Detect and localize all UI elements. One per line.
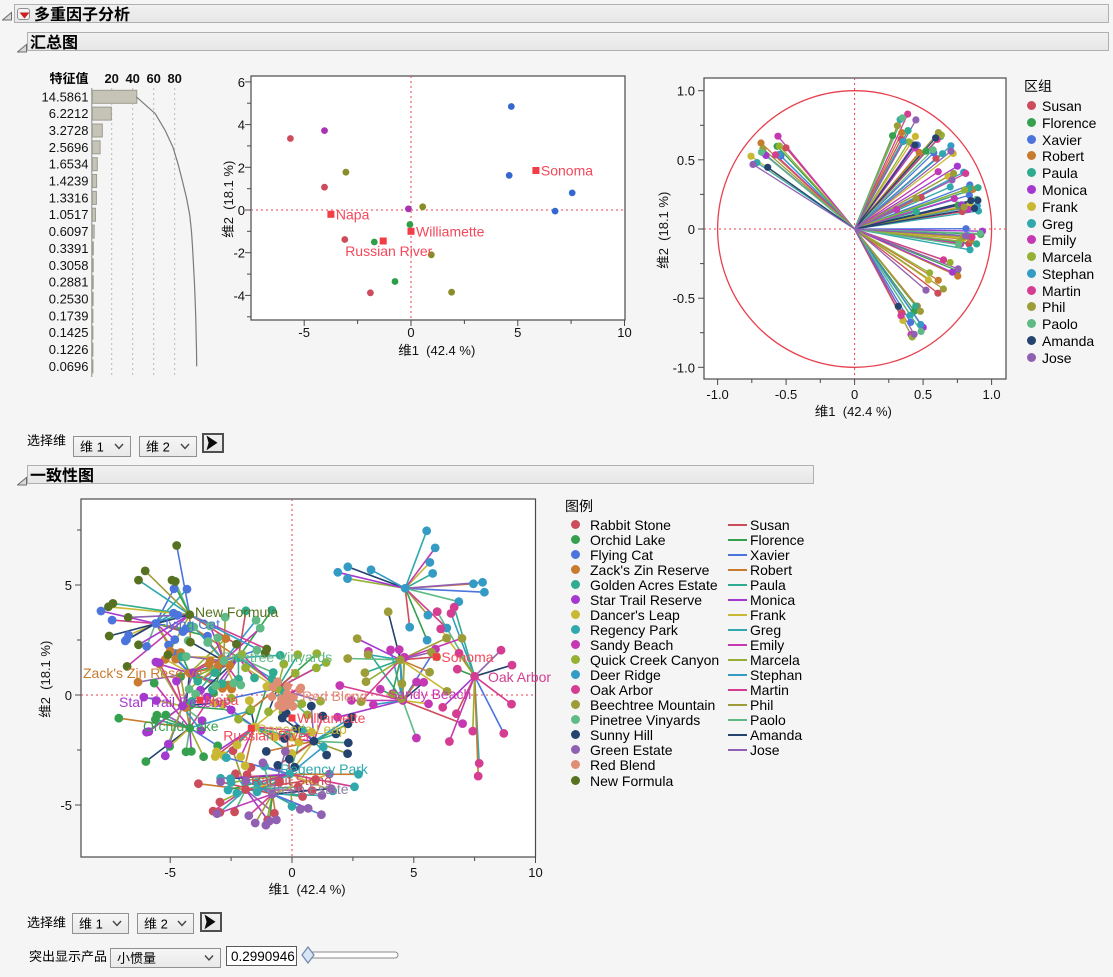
svg-text:Napa: Napa: [205, 692, 239, 708]
svg-text:Sandy Beach: Sandy Beach: [388, 686, 471, 702]
svg-text:0.1425: 0.1425: [49, 325, 89, 340]
svg-text:-0.5: -0.5: [673, 291, 695, 306]
svg-text:0.5: 0.5: [914, 387, 932, 402]
svg-text:0.5: 0.5: [677, 153, 695, 168]
svg-text:1 (42.4 %): 1 (42.4 %): [412, 343, 476, 358]
svg-text:Napa: Napa: [336, 206, 370, 222]
svg-text:-5: -5: [60, 798, 72, 813]
svg-text:0.3391: 0.3391: [49, 241, 89, 256]
svg-text:0.2530: 0.2530: [49, 292, 89, 307]
svg-text:Oak Arbor: Oak Arbor: [488, 669, 551, 685]
svg-text:Russian River: Russian River: [223, 727, 310, 743]
svg-text:-5: -5: [298, 325, 310, 340]
svg-text:Pinetree Vinyards: Pinetree Vinyards: [222, 649, 332, 665]
svg-text:10: 10: [617, 325, 631, 340]
svg-text:1.6534: 1.6534: [49, 157, 89, 172]
svg-text:0.1226: 0.1226: [49, 342, 89, 357]
svg-text:5: 5: [514, 325, 521, 340]
svg-text:2 (18.1 %): 2 (18.1 %): [221, 161, 236, 225]
svg-text:0.1739: 0.1739: [49, 308, 89, 323]
svg-text:Williamette: Williamette: [416, 223, 485, 239]
svg-text:0.2881: 0.2881: [49, 275, 89, 290]
svg-text:New Formula: New Formula: [195, 604, 278, 620]
svg-text:Flying Cat: Flying Cat: [157, 616, 220, 632]
svg-text:6: 6: [238, 75, 245, 90]
svg-text:2 (18.1 %): 2 (18.1 %): [656, 192, 671, 256]
svg-text:2: 2: [157, 916, 168, 931]
svg-text:-4: -4: [233, 288, 245, 303]
svg-text:Sonoma: Sonoma: [441, 649, 493, 665]
svg-text:Sonoma: Sonoma: [541, 163, 593, 179]
svg-text:-0.5: -0.5: [775, 387, 797, 402]
svg-text:-2: -2: [233, 246, 245, 261]
svg-text:14.5861: 14.5861: [42, 89, 89, 104]
svg-text:Red Blend: Red Blend: [302, 688, 367, 704]
svg-text:Regency Park: Regency Park: [280, 761, 369, 777]
svg-text:10: 10: [528, 865, 542, 880]
svg-text:0.6097: 0.6097: [49, 224, 89, 239]
svg-text:5: 5: [410, 865, 417, 880]
svg-text:0.0696: 0.0696: [49, 359, 89, 374]
svg-text:80: 80: [167, 71, 181, 86]
svg-text:0: 0: [407, 325, 414, 340]
svg-text:Orchid Lake: Orchid Lake: [143, 718, 219, 734]
svg-text:Russian River: Russian River: [345, 243, 432, 259]
svg-text:2: 2: [238, 160, 245, 175]
svg-text:Rabbit Stone: Rabbit Stone: [251, 772, 332, 788]
svg-text:5: 5: [65, 578, 72, 593]
svg-text:0: 0: [688, 222, 695, 237]
svg-text:-5: -5: [164, 865, 176, 880]
svg-text:0: 0: [851, 387, 858, 402]
svg-text:2 (18.1 %): 2 (18.1 %): [38, 641, 53, 705]
svg-text:1.0: 1.0: [983, 387, 1001, 402]
svg-text:0: 0: [288, 865, 295, 880]
svg-text:1 (42.4 %): 1 (42.4 %): [828, 404, 892, 419]
svg-text:0: 0: [65, 688, 72, 703]
svg-text:60: 60: [146, 71, 160, 86]
svg-text:3.2728: 3.2728: [49, 123, 89, 138]
svg-text:Green Estate: Green Estate: [266, 781, 349, 797]
svg-text:-1.0: -1.0: [673, 360, 695, 375]
svg-text:2: 2: [159, 439, 170, 454]
svg-text:Zack's Zin Reserve: Zack's Zin Reserve: [83, 665, 203, 681]
svg-text:4: 4: [238, 118, 245, 133]
svg-text:1 (42.4 %): 1 (42.4 %): [282, 882, 346, 897]
svg-text:1.0: 1.0: [677, 84, 695, 99]
svg-text:Dancer's Leap: Dancer's Leap: [257, 721, 347, 737]
svg-text:6.2212: 6.2212: [49, 106, 89, 121]
svg-text:1.4239: 1.4239: [49, 174, 89, 189]
svg-text:1: 1: [92, 916, 103, 931]
svg-text:0: 0: [238, 203, 245, 218]
svg-text:1.0517: 1.0517: [49, 207, 89, 222]
svg-text:40: 40: [125, 71, 139, 86]
svg-text:-1.0: -1.0: [706, 387, 728, 402]
svg-text:Williamette: Williamette: [297, 710, 366, 726]
svg-text:1.3316: 1.3316: [49, 190, 89, 205]
svg-text:2.5696: 2.5696: [49, 140, 89, 155]
svg-text:20: 20: [104, 71, 118, 86]
svg-text:0.3058: 0.3058: [49, 258, 89, 273]
svg-text:1: 1: [93, 439, 104, 454]
